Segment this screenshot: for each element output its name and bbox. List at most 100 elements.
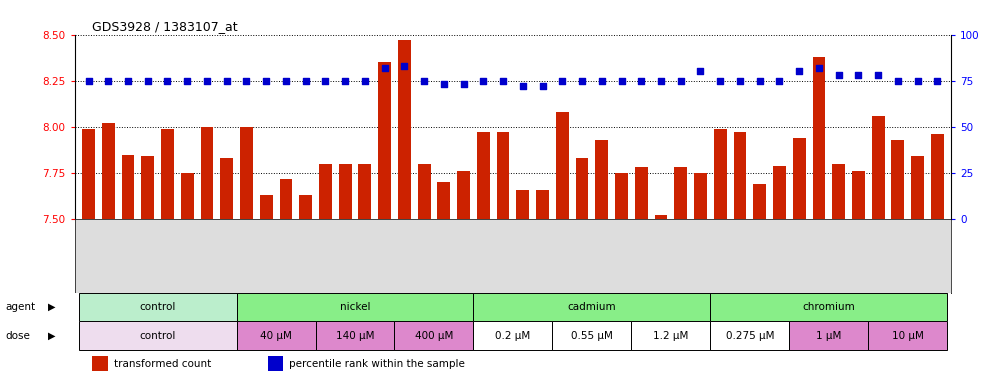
Bar xyxy=(473,321,553,350)
Point xyxy=(791,68,807,74)
Bar xyxy=(378,62,391,219)
Bar xyxy=(359,164,372,219)
Text: 1 μM: 1 μM xyxy=(816,331,842,341)
Point xyxy=(179,78,195,84)
Bar xyxy=(869,321,947,350)
Bar xyxy=(316,321,394,350)
Bar xyxy=(141,156,154,219)
Text: 0.2 μM: 0.2 μM xyxy=(495,331,531,341)
Point xyxy=(376,65,392,71)
Point xyxy=(318,78,334,84)
Bar xyxy=(200,127,213,219)
Point xyxy=(238,78,254,84)
Point xyxy=(574,78,590,84)
Point xyxy=(732,78,748,84)
Bar xyxy=(473,293,710,321)
Bar xyxy=(516,190,529,219)
Bar xyxy=(931,134,944,219)
Bar xyxy=(536,190,549,219)
Bar xyxy=(813,57,826,219)
Bar xyxy=(694,173,707,219)
Point xyxy=(831,72,847,78)
Point xyxy=(871,72,886,78)
Text: dose: dose xyxy=(5,331,30,341)
Bar xyxy=(634,167,647,219)
Point xyxy=(929,78,945,84)
Point xyxy=(535,83,551,89)
Bar xyxy=(93,356,108,371)
Bar xyxy=(477,132,490,219)
Point xyxy=(338,78,354,84)
Point xyxy=(633,78,649,84)
Bar xyxy=(773,166,786,219)
Bar xyxy=(616,173,627,219)
Bar xyxy=(268,356,283,371)
Bar xyxy=(398,40,410,219)
Bar xyxy=(237,293,473,321)
Bar xyxy=(240,127,253,219)
Text: 10 μM: 10 μM xyxy=(891,331,923,341)
Text: 0.55 μM: 0.55 μM xyxy=(571,331,613,341)
Point xyxy=(101,78,117,84)
Text: cadmium: cadmium xyxy=(568,302,617,312)
Bar xyxy=(789,321,869,350)
Point xyxy=(811,65,827,71)
Bar xyxy=(872,116,884,219)
Point xyxy=(81,78,97,84)
Text: ▶: ▶ xyxy=(48,331,56,341)
Bar xyxy=(122,154,134,219)
Point xyxy=(495,78,511,84)
Bar xyxy=(457,171,470,219)
Bar xyxy=(733,132,746,219)
Point xyxy=(712,78,728,84)
Text: nickel: nickel xyxy=(340,302,371,312)
Text: chromium: chromium xyxy=(803,302,856,312)
Bar xyxy=(161,129,174,219)
Text: control: control xyxy=(139,302,176,312)
Text: control: control xyxy=(139,331,176,341)
Point xyxy=(219,78,235,84)
Point xyxy=(889,78,905,84)
Bar xyxy=(394,321,473,350)
Point xyxy=(594,78,610,84)
Point xyxy=(357,78,373,84)
Bar xyxy=(299,195,312,219)
Text: agent: agent xyxy=(5,302,35,312)
Point xyxy=(851,72,867,78)
Bar xyxy=(596,140,609,219)
Bar xyxy=(339,164,352,219)
Bar xyxy=(417,164,430,219)
Text: ▶: ▶ xyxy=(48,302,56,312)
Point xyxy=(909,78,925,84)
Bar xyxy=(852,171,865,219)
Bar xyxy=(79,321,237,350)
Point xyxy=(475,78,491,84)
Text: percentile rank within the sample: percentile rank within the sample xyxy=(290,359,465,369)
Text: 400 μM: 400 μM xyxy=(414,331,453,341)
Bar xyxy=(237,321,316,350)
Bar xyxy=(181,173,193,219)
Text: 40 μM: 40 μM xyxy=(260,331,292,341)
Text: 0.275 μM: 0.275 μM xyxy=(725,331,774,341)
Point xyxy=(139,78,155,84)
Point xyxy=(692,68,708,74)
Point xyxy=(258,78,274,84)
Bar xyxy=(710,321,789,350)
Bar xyxy=(220,158,233,219)
Bar xyxy=(82,129,95,219)
Point xyxy=(416,78,432,84)
Bar xyxy=(576,158,589,219)
Bar xyxy=(654,215,667,219)
Bar xyxy=(714,129,727,219)
Point xyxy=(298,78,314,84)
Point xyxy=(555,78,571,84)
Bar xyxy=(833,164,845,219)
Bar xyxy=(674,167,687,219)
Bar xyxy=(710,293,947,321)
Bar xyxy=(319,164,332,219)
Point xyxy=(455,81,471,88)
Bar xyxy=(631,321,710,350)
Bar xyxy=(260,195,273,219)
Bar xyxy=(753,184,766,219)
Point xyxy=(515,83,531,89)
